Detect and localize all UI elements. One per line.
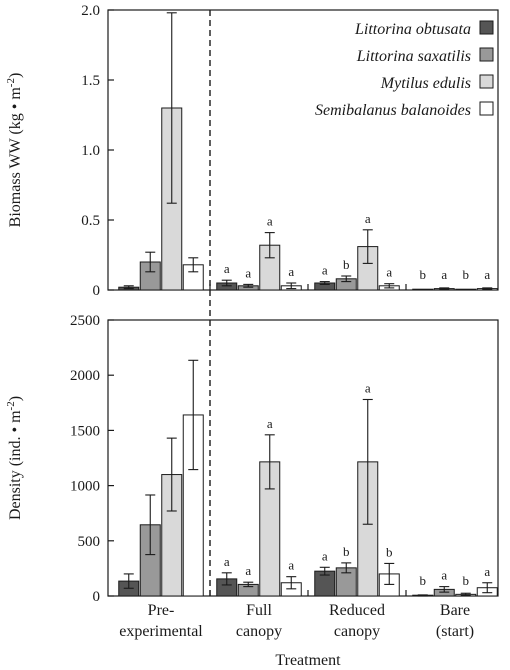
legend-label: Littorina saxatilis — [356, 48, 471, 65]
density-y-axis-title: Density (ind. • m-2) — [5, 396, 24, 520]
density-y-tick-label: 1000 — [70, 479, 100, 495]
category-label: canopy — [236, 623, 282, 640]
biomass-significance-letter: a — [245, 265, 251, 280]
biomass-significance-letter: a — [441, 267, 447, 282]
density-significance-letter: a — [441, 568, 447, 583]
density-significance-letter: a — [245, 563, 251, 578]
category-label: Bare — [440, 602, 470, 619]
density-significance-letter: a — [224, 554, 230, 569]
biomass-significance-letter: a — [484, 267, 490, 282]
density-y-tick-label: 500 — [78, 534, 101, 550]
legend-label: Semibalanus balanoides — [315, 102, 471, 119]
biomass-bar — [412, 288, 434, 291]
legend-swatch — [479, 74, 494, 89]
biomass-bar — [455, 288, 477, 291]
density-y-tick-label: 2500 — [70, 313, 100, 329]
biomass-significance-letter: a — [267, 214, 273, 229]
legend-label: Littorina obtusata — [354, 21, 471, 38]
category-label: experimental — [119, 623, 203, 640]
biomass-significance-letter: b — [463, 267, 470, 282]
density-plot-frame — [107, 319, 499, 597]
density-y-tick-label: 1500 — [70, 423, 100, 439]
category-label: canopy — [334, 623, 380, 640]
biomass-y-tick-label: 2.0 — [81, 3, 100, 19]
biomass-significance-letter: a — [288, 264, 294, 279]
density-significance-letter: a — [322, 548, 328, 563]
category-label: Reduced — [329, 602, 385, 619]
density-significance-letter: a — [267, 416, 273, 431]
biomass-significance-letter: a — [322, 263, 328, 278]
category-label: (start) — [436, 623, 474, 640]
biomass-significance-letter: a — [386, 265, 392, 280]
category-label: Pre- — [148, 602, 175, 619]
biomass-y-tick-label: 1.0 — [81, 143, 100, 159]
density-significance-letter: b — [420, 573, 427, 588]
legend-swatch — [479, 47, 494, 62]
biomass-significance-letter: a — [224, 261, 230, 276]
legend-swatch — [479, 20, 494, 35]
density-significance-letter: a — [288, 558, 294, 573]
x-axis-title: Treatment — [275, 652, 341, 669]
legend: Littorina obtusata Littorina saxatilis Myt… — [315, 20, 494, 119]
legend-swatch — [479, 101, 494, 116]
density-y-tick-label: 0 — [93, 589, 101, 605]
biomass-y-axis-title: Biomass WW (kg • m-2) — [5, 73, 24, 228]
density-significance-letter: a — [365, 380, 371, 395]
legend-label: Mytilus edulis — [380, 75, 471, 92]
density-y-tick-label: 2000 — [70, 368, 100, 384]
biomass-y-tick-label: 1.5 — [81, 73, 100, 89]
biomass-y-tick-label: 0 — [93, 283, 101, 299]
biomass-significance-letter: a — [365, 211, 371, 226]
density-significance-letter: a — [484, 564, 490, 579]
biomass-significance-letter: b — [420, 267, 427, 282]
density-significance-letter: b — [463, 573, 470, 588]
category-label: Full — [246, 602, 272, 619]
biomass-significance-letter: b — [343, 257, 350, 272]
biomass-y-tick-label: 0.5 — [81, 213, 100, 229]
density-significance-letter: b — [386, 544, 393, 559]
density-significance-letter: b — [343, 544, 350, 559]
